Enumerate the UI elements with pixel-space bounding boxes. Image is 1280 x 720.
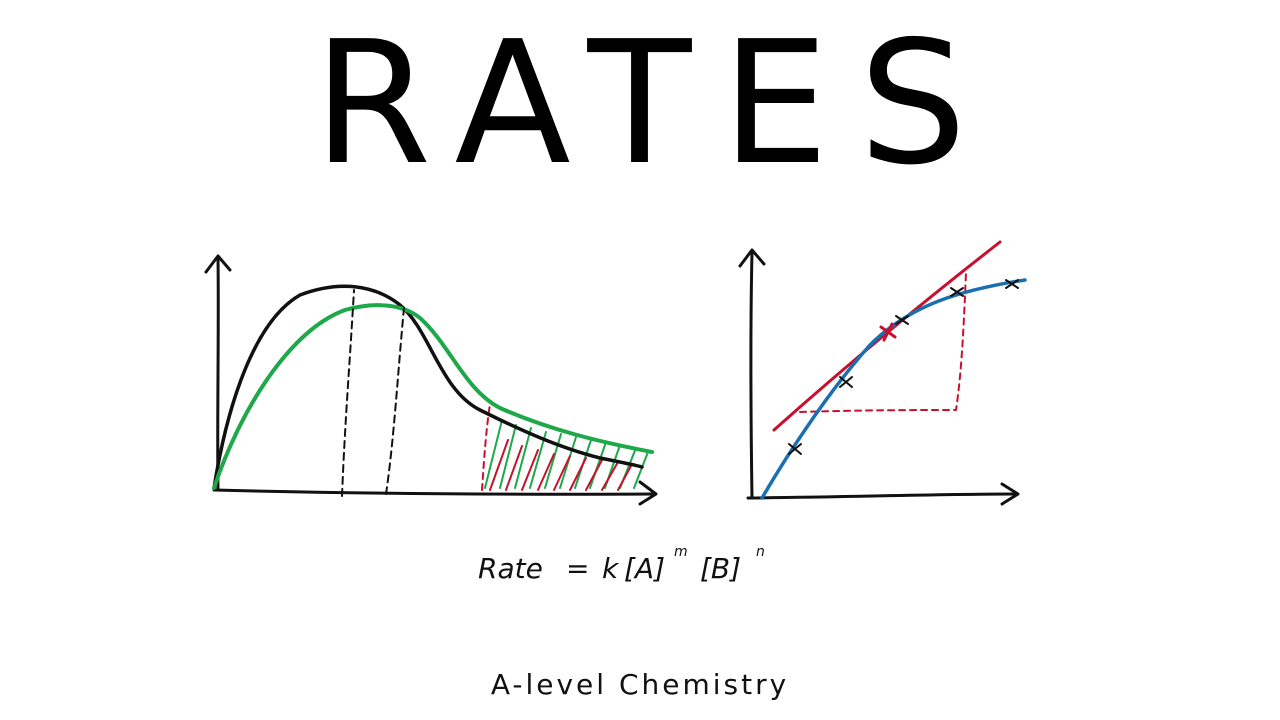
black-peak-line (341, 289, 355, 497)
left-x-arrow (638, 480, 658, 506)
data-point-crosses (788, 279, 1019, 455)
page-subtitle: A-level Chemistry (490, 668, 790, 701)
concentration-b: [B] (700, 552, 742, 585)
order-m: m (674, 544, 688, 560)
concentration-a: [A] (624, 552, 666, 585)
equals-sign: = (566, 552, 590, 585)
order-n: n (756, 544, 765, 560)
right-y-arrow (738, 248, 766, 268)
red-hatching (489, 439, 633, 491)
gradient-triangle (799, 271, 967, 413)
right-x-arrow (1000, 482, 1020, 506)
page-title: RATES (313, 5, 997, 203)
green-peak-line (385, 307, 405, 495)
tangent-graph (738, 240, 1027, 506)
maxwell-boltzmann-graph (204, 254, 658, 506)
black-distribution-curve (212, 284, 644, 490)
left-y-arrow (204, 254, 232, 274)
green-distribution-curve (212, 303, 654, 490)
data-curve (760, 278, 1027, 500)
left-x-axis (212, 488, 656, 496)
right-x-axis (746, 492, 1018, 500)
right-y-axis (749, 250, 754, 500)
activation-energy-line (481, 403, 491, 491)
tangent-point-cross (879, 322, 897, 342)
rate-constant: k (602, 552, 619, 585)
rate-label: Rate (478, 552, 543, 585)
rate-equation: Rate = k [A] m [B] n (478, 544, 808, 594)
